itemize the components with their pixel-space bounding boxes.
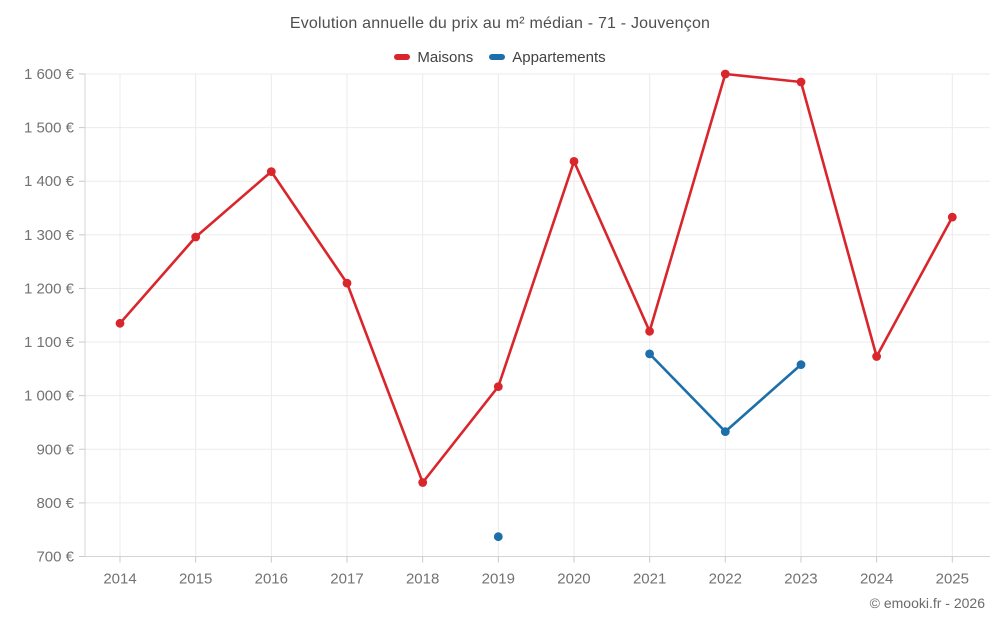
appartements-series-swatch [489,54,506,60]
data-point-maisons-2017[interactable] [342,278,352,288]
x-axis-label: 2018 [406,571,439,588]
x-axis-label: 2025 [936,571,969,588]
data-point-maisons-2023[interactable] [796,77,806,87]
x-axis-label: 2020 [557,571,590,588]
legend-label: Maisons [417,48,474,66]
data-point-maisons-2018[interactable] [418,478,428,487]
y-axis-label: 1 600 € [24,66,75,83]
x-axis-label: 2019 [482,571,515,588]
data-point-maisons-2015[interactable] [191,232,201,242]
x-axis-label: 2021 [633,571,666,588]
legend-label: Appartements [512,48,606,66]
data-point-maisons-2019[interactable] [493,382,503,391]
data-point-appartements-2022[interactable] [720,427,730,436]
y-axis-label: 1 200 € [24,280,75,297]
data-point-maisons-2024[interactable] [872,352,881,361]
maisons-series-swatch [394,54,411,60]
data-point-maisons-2022[interactable] [720,69,730,79]
y-axis-label: 1 400 € [24,173,75,190]
x-axis-label: 2017 [330,571,363,588]
chart-title: Evolution annuelle du prix au m² médian … [289,15,711,32]
data-point-maisons-2020[interactable] [569,157,579,166]
legend-item-appartements[interactable]: Appartements [489,48,606,66]
x-axis-label: 2024 [860,571,893,588]
x-axis-label: 2016 [255,571,288,588]
y-axis-label: 1 300 € [24,227,75,244]
data-point-maisons-2014[interactable] [115,318,125,328]
y-axis-label: 1 000 € [24,388,75,405]
copyright-notice: © emooki.fr - 2026 [869,595,985,611]
series-line-maisons [118,72,954,484]
chart-legend: Maisons Appartements [0,46,1000,68]
data-point-appartements-2021[interactable] [645,349,654,359]
legend-item-maisons[interactable]: Maisons [394,49,473,66]
x-axis-label: 2015 [179,571,212,588]
data-point-appartements-2023[interactable] [796,360,806,369]
data-point-maisons-2025[interactable] [947,212,957,222]
data-point-appartements-2019[interactable] [493,532,503,542]
y-axis-label: 800 € [36,495,74,512]
x-axis-label: 2022 [709,571,742,588]
y-axis-label: 900 € [36,441,74,458]
y-axis-label: 700 € [36,549,74,566]
data-point-maisons-2016[interactable] [266,167,276,177]
y-axis-label: 1 100 € [24,334,75,351]
y-axis-label: 1 500 € [24,120,75,137]
data-point-maisons-2021[interactable] [645,326,654,336]
x-axis-label: 2014 [103,571,136,588]
x-axis-label: 2023 [784,571,817,588]
